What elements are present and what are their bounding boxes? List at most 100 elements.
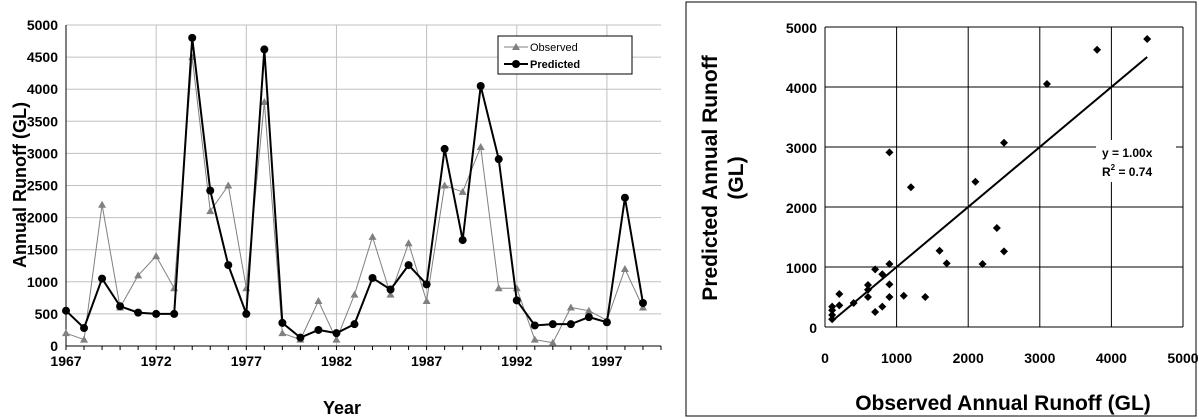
right-x-tick-label: 4000 (1096, 350, 1127, 366)
observed-point (494, 284, 503, 292)
left-x-tick-label: 1967 (50, 353, 81, 369)
right-x-tick-label: 1000 (881, 350, 912, 366)
scatter-point (885, 148, 894, 157)
scatter-point (885, 280, 894, 289)
right-x-tick-label: 3000 (1024, 350, 1055, 366)
left-y-tick-label: 2000 (27, 210, 58, 226)
scatter-point (978, 260, 987, 268)
predicted-point (440, 144, 449, 153)
scatter-point (828, 311, 837, 319)
r-squared-label: R2 = 0.74 (1102, 163, 1152, 179)
right-y-tick-label: 3000 (786, 140, 817, 156)
left-x-tick-label: 1997 (591, 353, 622, 369)
scatter-points (828, 35, 1152, 324)
scatter-point (849, 299, 858, 307)
left-x-tick-label: 1992 (501, 353, 532, 369)
predicted-point (80, 324, 89, 333)
right-y-tick-label: 0 (809, 320, 817, 336)
predicted-point (638, 298, 647, 307)
observed-point (278, 329, 287, 337)
left-y-tick-label: 4500 (27, 49, 58, 65)
right-x-tick-label: 0 (821, 350, 829, 366)
scatter-point (835, 301, 844, 310)
scatter-point (971, 177, 980, 186)
observed-point (350, 290, 359, 298)
legend-observed-label: Observed (530, 42, 578, 54)
legend-predicted-marker (512, 60, 520, 68)
left-y-tick-label: 3500 (27, 113, 58, 129)
right-y-tick-label: 4000 (786, 80, 817, 96)
predicted-point (368, 273, 377, 282)
observed-point (368, 232, 377, 240)
left-x-tick-label: 1982 (321, 353, 352, 369)
scatter-point (863, 293, 872, 301)
left-series-group (62, 33, 647, 346)
scatter-point (871, 308, 880, 316)
scatter-chart: 0 1000 2000 3000 4000 5000 0 1000 2000 3000 4000 5… (685, 1, 1199, 417)
predicted-point (224, 261, 233, 270)
predicted-point (422, 280, 431, 289)
left-x-tick-label: 1977 (231, 353, 262, 369)
left-x-tick-labels: 1967 1972 1977 1982 1987 1992 1997 (50, 353, 622, 369)
trendline (831, 56, 1148, 322)
observed-point (224, 181, 233, 189)
left-y-tick-label: 4000 (27, 81, 58, 97)
scatter-point (863, 285, 872, 294)
left-y-tick-label: 2500 (27, 178, 58, 194)
left-y-tick-label: 500 (35, 306, 59, 322)
equation-box (1096, 140, 1176, 182)
predicted-point (332, 329, 341, 338)
predicted-point (242, 309, 251, 318)
predicted-point (98, 274, 107, 283)
scatter-point (899, 291, 908, 300)
left-x-tick-label: 1987 (411, 353, 442, 369)
predicted-point (62, 306, 70, 315)
left-x-tick-label: 1972 (141, 353, 172, 369)
observed-point (332, 335, 341, 343)
predicted-point (458, 236, 467, 245)
predicted-point (494, 155, 503, 164)
scatter-point (1042, 80, 1051, 88)
scatter-point (878, 302, 887, 311)
predicted-point (620, 193, 629, 202)
predicted-point (386, 285, 395, 294)
left-x-axis-label: Year (323, 398, 361, 418)
predicted-point (206, 186, 215, 195)
predicted-point (296, 333, 305, 342)
predicted-point (170, 309, 179, 318)
scatter-point (942, 259, 951, 268)
observed-point (152, 252, 161, 260)
scatter-point (828, 315, 837, 324)
predicted-point (350, 320, 359, 329)
legend-predicted-label: Predicted (530, 59, 580, 71)
scatter-point (992, 224, 1001, 232)
legend: Observed Predicted (497, 35, 633, 75)
scatter-point (1000, 138, 1008, 147)
scatter-point (885, 293, 894, 301)
predicted-point (404, 261, 413, 270)
right-y-tick-labels: 0 1000 2000 3000 4000 5000 (786, 20, 817, 336)
right-y-tick-label: 5000 (786, 20, 817, 36)
observed-point (314, 297, 323, 305)
left-y-tick-label: 0 (50, 338, 58, 354)
predicted-point (548, 320, 557, 329)
left-y-tick-label: 1500 (27, 242, 58, 258)
observed-point (386, 290, 395, 298)
predicted-point (314, 325, 323, 334)
predicted-point (152, 309, 161, 318)
right-x-tick-labels: 0 1000 2000 3000 4000 5000 (821, 350, 1199, 366)
observed-point (206, 207, 215, 215)
observed-point (260, 98, 269, 106)
r-squared-superscript: 2 (1111, 163, 1116, 172)
trendline-group (831, 56, 1148, 322)
trendline-equation: y = 1.00x (1102, 146, 1153, 160)
time-series-chart: 0 500 1000 1500 2000 2500 3000 3500 4000 4500 5000… (10, 17, 662, 418)
predicted-point (512, 296, 521, 305)
observed-point (422, 297, 431, 305)
scatter-point (828, 302, 837, 311)
right-x-axis-label: Observed Annual Runoff (GL) (855, 392, 1151, 415)
scatter-point (921, 293, 930, 301)
right-axes (824, 27, 1183, 328)
observed-point (476, 142, 485, 150)
